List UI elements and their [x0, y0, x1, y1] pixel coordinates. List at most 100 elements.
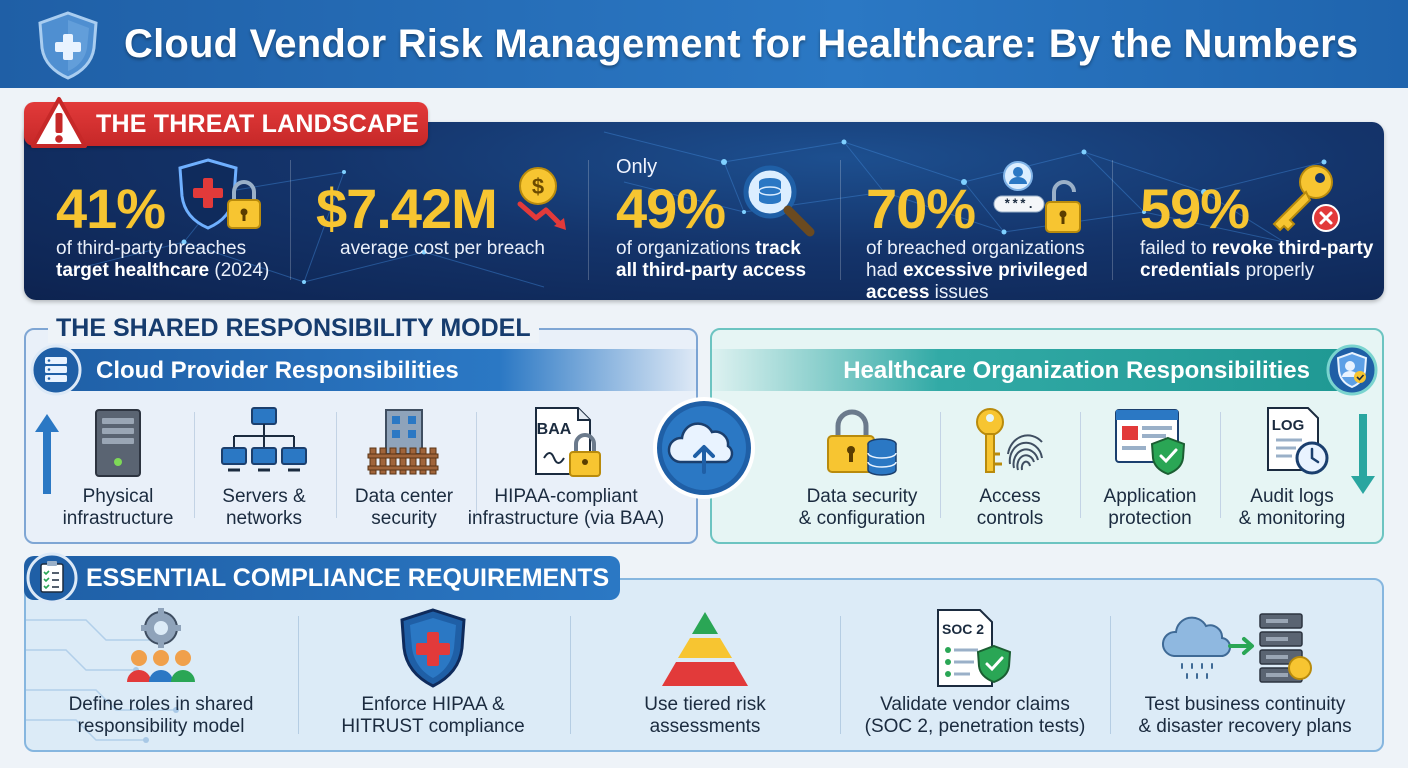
log-label: LOG	[1272, 417, 1305, 434]
caption-line: (SOC 2, penetration tests)	[864, 716, 1086, 737]
threat-landscape-tab: THE THREAT LANDSCAPE	[24, 102, 428, 146]
organization-item: LOG Audit logs & monitoring	[1222, 404, 1362, 534]
item-caption: Access controls	[930, 486, 1090, 530]
caption-line: Define roles in shared	[68, 694, 254, 715]
server-tower-icon	[95, 409, 141, 477]
warning-triangle-icon	[31, 97, 87, 148]
shield-plus-icon	[38, 11, 98, 80]
threat-landscape-heading: THE THREAT LANDSCAPE	[96, 109, 419, 138]
user-password-lock-icon: ***.	[993, 161, 1081, 233]
provider-item: BAA HIPAA-compliant infrastructure (via B…	[468, 404, 664, 534]
divider	[1080, 412, 1081, 518]
divider	[588, 160, 589, 280]
item-caption: Test business continuity & disaster recov…	[1110, 694, 1380, 738]
cloud-upload-icon	[653, 397, 755, 499]
stat-description: of organizations track all third-party a…	[616, 238, 806, 282]
desc-emphasis: access	[866, 282, 930, 303]
item-caption: Data security & configuration	[782, 486, 942, 530]
browser-shield-icon	[1115, 409, 1186, 476]
caption-line: Test business continuity	[1144, 694, 1346, 715]
caption-line: Use tiered risk	[644, 694, 766, 715]
header-banner: Cloud Vendor Risk Management for Healthc…	[0, 0, 1408, 88]
stat-privileged-access: 70% ***. of breached organizations had e…	[866, 150, 1106, 303]
dollar-down-arrow-icon: $	[517, 167, 566, 230]
caption-line: infrastructure	[62, 508, 174, 529]
desc-emphasis: track	[755, 238, 801, 259]
caption-line: Audit logs	[1250, 486, 1334, 507]
item-caption: Data center security	[324, 486, 484, 530]
medical-shield-icon	[400, 608, 466, 688]
risk-pyramid-icon	[662, 612, 748, 686]
network-background	[63, 131, 1327, 288]
stat-description: failed to revoke third-party credentials…	[1140, 238, 1373, 282]
desc-emphasis: target healthcare	[56, 260, 210, 281]
desc-text: failed to	[1140, 238, 1212, 259]
desc-text: of organizations	[616, 238, 756, 259]
stat-description: average cost per breach	[340, 238, 545, 260]
divider	[336, 412, 337, 518]
caption-line: Servers &	[222, 486, 306, 507]
provider-item: Data center security	[334, 404, 474, 534]
caption-line: responsibility model	[77, 716, 245, 737]
compliance-item: Test business continuity & disaster recov…	[1110, 602, 1380, 748]
item-caption: Servers & networks	[184, 486, 344, 530]
organization-item: Data security & configuration	[792, 404, 932, 534]
divider	[290, 160, 291, 280]
stat-prefix: Only	[616, 156, 658, 178]
caption-line: Data security	[806, 486, 918, 507]
divider	[298, 616, 299, 734]
caption-line: security	[371, 508, 437, 529]
baa-label: BAA	[537, 421, 572, 438]
cloud-provider-title: Cloud Provider Responsibilities	[96, 357, 459, 384]
stat-value: $7.42M	[316, 177, 498, 240]
divider	[840, 160, 841, 280]
organization-item: Access controls	[940, 404, 1080, 534]
caption-line: Data center	[354, 486, 454, 507]
log-clock-icon: LOG	[1267, 407, 1329, 475]
user-shield-icon	[1326, 344, 1378, 396]
svg-text:***.: ***.	[1003, 197, 1034, 212]
caption-line: assessments	[649, 716, 761, 737]
stat-description: of third-party breaches target healthcar…	[56, 238, 269, 282]
stat-third-party-breaches: 41% of third-party breaches target healt…	[56, 150, 316, 300]
medical-shield-lock-icon	[178, 158, 261, 230]
stat-value: 70%	[866, 177, 976, 240]
item-caption: Validate vendor claims (SOC 2, penetratio…	[840, 694, 1110, 738]
caption-line: Access	[979, 486, 1041, 507]
soc2-certificate-icon: SOC 2	[937, 609, 1012, 687]
caption-line: HITRUST compliance	[341, 716, 525, 737]
caption-line: controls	[976, 508, 1044, 529]
stat-value: 41%	[56, 177, 166, 240]
divider	[476, 412, 477, 518]
desc-text: of breached organizations	[866, 238, 1085, 259]
cloud-to-server-icon	[1162, 613, 1312, 683]
caption-line: Application	[1103, 486, 1197, 507]
divider	[194, 412, 195, 518]
arrow-up-icon	[35, 414, 59, 494]
divider	[1220, 412, 1221, 518]
caption-line: Physical	[82, 486, 154, 507]
key-fingerprint-icon	[976, 408, 1043, 473]
desc-text: of third-party breaches	[56, 238, 247, 259]
shared-responsibility-heading: THE SHARED RESPONSIBILITY MODEL	[48, 314, 539, 343]
desc-emphasis: revoke third-party	[1211, 238, 1374, 259]
item-caption: HIPAA-compliant infrastructure (via BAA)	[466, 486, 666, 530]
caption-line: Validate vendor claims	[880, 694, 1070, 715]
compliance-heading: ESSENTIAL COMPLIANCE REQUIREMENTS	[86, 564, 610, 592]
checklist-icon	[26, 552, 78, 604]
item-caption: Define roles in shared responsibility mod…	[26, 694, 296, 738]
caption-line: & disaster recovery plans	[1138, 716, 1352, 737]
divider	[940, 412, 941, 518]
stat-value: 49%	[616, 177, 726, 240]
divider	[1110, 616, 1111, 734]
svg-text:$: $	[532, 174, 544, 199]
desc-emphasis: excessive privileged	[902, 260, 1088, 281]
divider	[1112, 160, 1113, 280]
fenced-building-icon	[367, 409, 439, 475]
desc-text: issues	[929, 282, 989, 303]
stat-revoke-credentials: 59% failed to revoke third-party credent…	[1140, 150, 1376, 300]
compliance-item: Enforce HIPAA & HITRUST compliance	[298, 602, 568, 748]
item-caption: Enforce HIPAA & HITRUST compliance	[298, 694, 568, 738]
stat-track-access: Only 49% of organizations track all thir…	[616, 150, 846, 300]
cloud-provider-header: Cloud Provider Responsibilities	[36, 349, 698, 391]
